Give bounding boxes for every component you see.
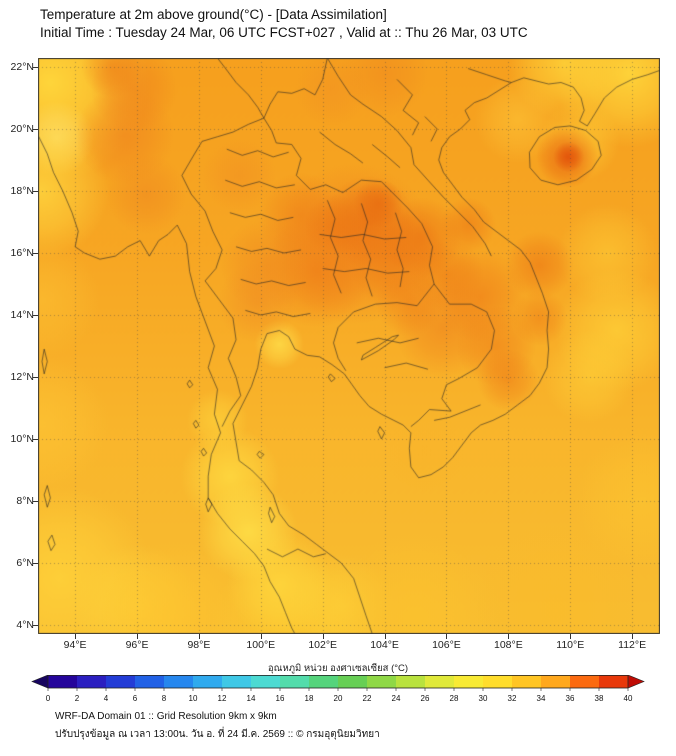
svg-text:16: 16 <box>276 694 285 703</box>
axis-tick <box>384 634 386 639</box>
svg-text:34: 34 <box>537 694 546 703</box>
svg-text:4: 4 <box>104 694 109 703</box>
temperature-map-canvas <box>38 58 660 634</box>
axis-tick <box>446 634 448 639</box>
lon-tick-label: 96°E <box>125 639 149 651</box>
axis-tick <box>198 634 200 639</box>
svg-text:12: 12 <box>218 694 227 703</box>
lon-tick-label: 110°E <box>556 639 585 651</box>
colorbar-svg: 0 2 4 6 8 10 12 14 16 18 20 22 24 26 28 30 32 34 36 38 40 <box>31 674 645 703</box>
lon-tick-label: 108°E <box>493 639 523 651</box>
lat-tick-label: 20°N <box>10 122 34 135</box>
footer-update-info: ปรับปรุงข้อมูล ณ เวลา 13:00น. วัน อ. ที่… <box>55 729 380 740</box>
svg-text:26: 26 <box>421 694 430 703</box>
figure-subtitle: Initial Time : Tuesday 24 Mar, 06 UTC FC… <box>40 25 528 40</box>
axis-tick <box>33 625 38 626</box>
svg-text:14: 14 <box>247 694 256 703</box>
svg-text:18: 18 <box>305 694 314 703</box>
axis-tick <box>33 377 38 378</box>
lon-tick-label: 112°E <box>618 639 647 651</box>
axis-tick <box>33 128 38 130</box>
lon-tick-label: 98°E <box>187 639 211 651</box>
axis-tick <box>33 501 38 502</box>
svg-text:2: 2 <box>75 694 80 703</box>
axis-tick <box>33 563 38 564</box>
lat-tick-label: 8°N <box>16 495 34 507</box>
colorbar: 0 2 4 6 8 10 12 14 16 18 20 22 24 26 28 30 32 34 36 38 40 <box>18 674 658 707</box>
svg-text:0: 0 <box>46 694 51 703</box>
axis-tick <box>508 634 510 639</box>
lon-tick-label: 102°E <box>308 639 338 651</box>
axis-tick <box>322 634 324 639</box>
svg-text:30: 30 <box>479 694 488 703</box>
svg-text:36: 36 <box>566 694 575 703</box>
svg-text:28: 28 <box>450 694 459 703</box>
lon-tick-label: 100°E <box>246 639 276 651</box>
svg-text:24: 24 <box>392 694 401 703</box>
lon-tick-label: 104°E <box>370 639 399 651</box>
svg-text:40: 40 <box>624 694 633 703</box>
svg-text:38: 38 <box>595 694 604 703</box>
svg-text:32: 32 <box>508 694 517 703</box>
lon-tick-label: 106°E <box>432 639 461 651</box>
lat-tick-label: 22°N <box>10 60 34 73</box>
svg-text:8: 8 <box>162 694 167 703</box>
axis-tick <box>632 634 634 639</box>
axis-tick <box>137 634 139 639</box>
axis-tick <box>33 190 38 192</box>
svg-text:10: 10 <box>189 694 198 703</box>
lat-tick-label: 4°N <box>16 619 34 631</box>
colorbar-label: อุณหภูมิ หน่วย องศาเซลเซียส (°C) <box>267 663 409 674</box>
figure-title: Temperature at 2m above ground(°C) - [Da… <box>40 7 387 22</box>
lat-tick-label: 10°N <box>10 433 34 445</box>
lon-tick-label: 94°E <box>63 639 87 651</box>
svg-text:6: 6 <box>133 694 138 703</box>
footer-model-info: WRF-DA Domain 01 :: Grid Resolution 9km … <box>55 711 277 722</box>
axis-tick <box>75 634 77 639</box>
svg-text:22: 22 <box>363 694 372 703</box>
lat-tick-label: 16°N <box>10 246 34 259</box>
axis-tick <box>33 66 38 68</box>
axis-tick <box>33 439 38 440</box>
lat-tick-label: 18°N <box>10 184 34 197</box>
axis-tick <box>260 634 262 639</box>
lat-tick-label: 12°N <box>10 371 34 383</box>
axis-tick <box>33 314 38 316</box>
lat-tick-label: 6°N <box>16 557 34 569</box>
axis-tick <box>570 634 572 639</box>
axis-tick <box>33 252 38 254</box>
lat-tick-label: 14°N <box>10 308 34 321</box>
svg-text:20: 20 <box>334 694 343 703</box>
